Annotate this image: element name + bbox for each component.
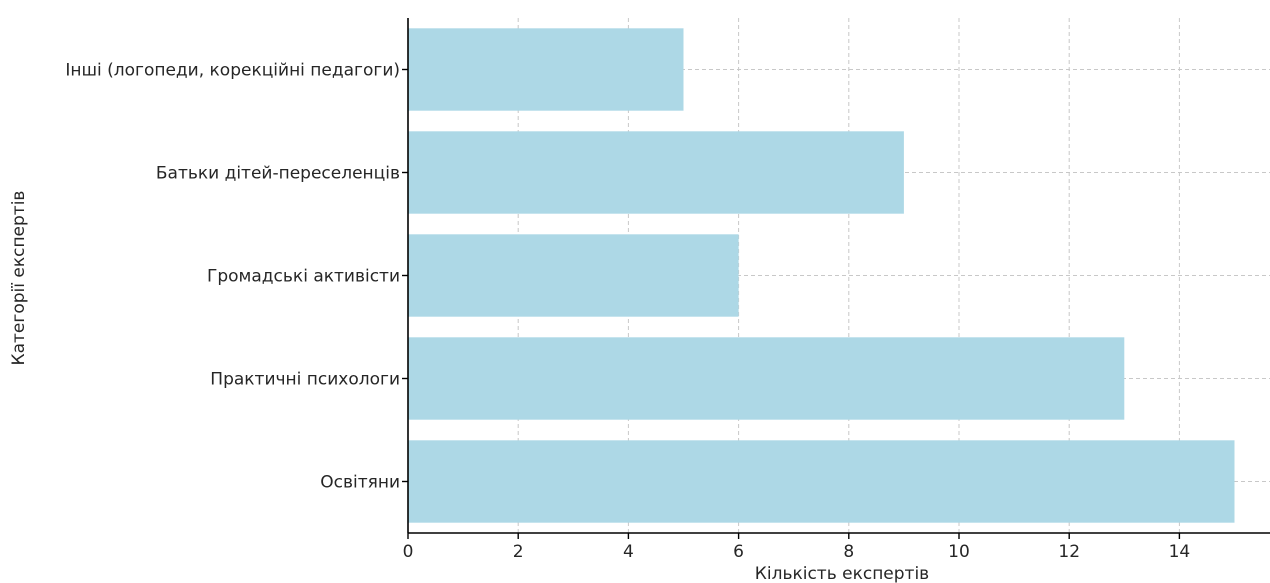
y-ticks: Освітяни Практичні психологи Громадські ак… [65, 61, 408, 493]
bar [408, 234, 739, 317]
x-tick-label: 12 [1058, 542, 1080, 562]
y-tick-label: Освітяни [320, 473, 400, 493]
x-tick-label: 4 [623, 542, 634, 562]
x-tick-label: 8 [843, 542, 854, 562]
x-tick-label: 14 [1169, 542, 1191, 562]
x-ticks: 0 2 4 6 8 10 12 14 [403, 533, 1191, 562]
y-tick-label: Інші (логопеди, корекційні педагоги) [65, 61, 400, 81]
x-tick-label: 10 [948, 542, 970, 562]
bar [408, 440, 1235, 523]
y-axis-title: Категорії експертів [9, 191, 29, 366]
x-tick-label: 6 [733, 542, 744, 562]
y-tick-label: Практичні психологи [210, 370, 400, 390]
x-tick-label: 0 [403, 542, 414, 562]
x-tick-label: 2 [513, 542, 524, 562]
bars [408, 28, 1235, 523]
x-axis-title: Кількість експертів [755, 564, 929, 583]
y-tick-label: Батьки дітей-переселенців [156, 164, 400, 184]
bar [408, 28, 684, 111]
y-tick-label: Громадські активісти [207, 267, 400, 287]
bar [408, 131, 904, 214]
bar [408, 337, 1125, 420]
